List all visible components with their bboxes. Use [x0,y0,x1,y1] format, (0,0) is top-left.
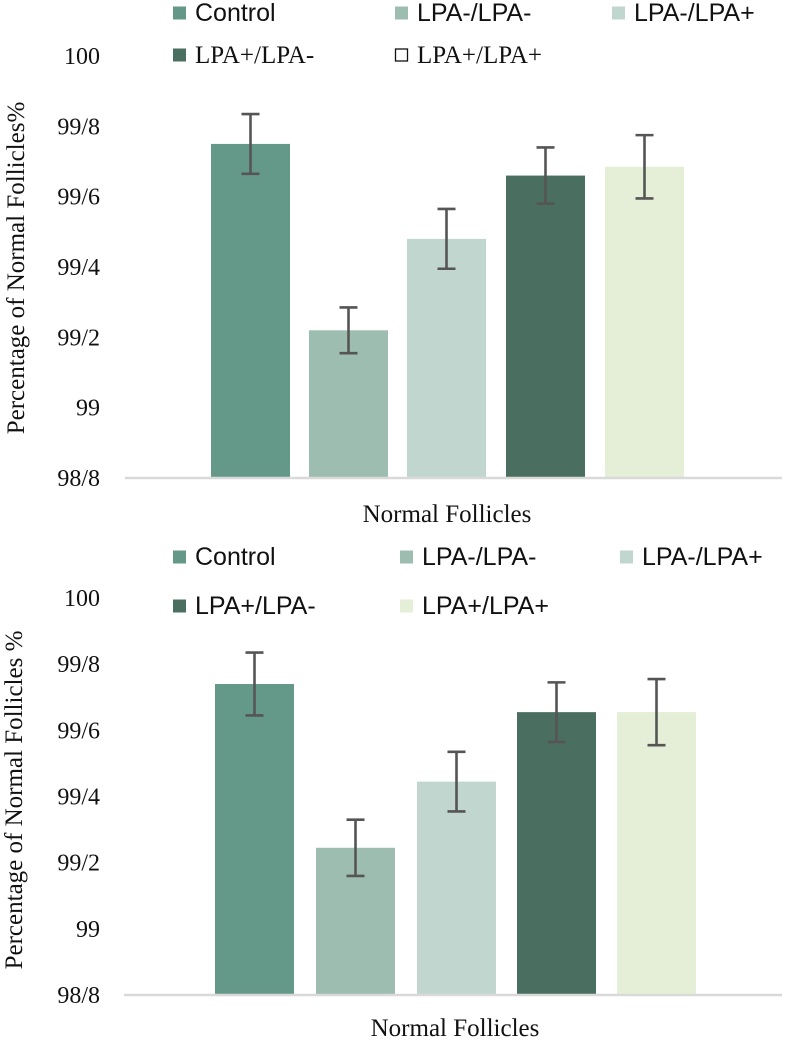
bar [309,330,388,478]
error-bar [346,818,365,878]
legend-label: LPA-/LPA- [417,0,531,27]
error-bar [647,677,666,747]
x-axis-title: Normal Follicles [363,501,532,528]
bar [215,684,294,995]
y-tick-label: 99/2 [57,325,100,351]
legend-swatch [173,48,186,62]
y-axis-title: Percentage of Normal Follicles % [1,631,28,970]
y-tick-label: 99/2 [57,851,100,877]
y-tick-label: 99 [76,917,100,943]
y-tick-label: 98/8 [57,466,100,492]
y-tick-label: 99/6 [57,185,100,211]
chart-bottom: Control LPA-/LPA- LPA-/LPA+ LPA+/LPA- LPA+/L… [1,543,782,1040]
legend-label: LPA-/LPA+ [642,543,763,571]
y-tick-label: 99/4 [57,785,100,811]
legend-label: Control [195,543,276,571]
error-bar [635,133,654,200]
chart-top: Control LPA-/LPA- LPA-/LPA+ LPA+/LPA- LPA+/L… [3,0,782,528]
legend-swatch [173,550,186,564]
legend-swatch [395,6,408,20]
bar [211,143,290,478]
bar [605,166,684,478]
legend-label: LPA+/LPA+ [417,42,542,69]
legend-label: LPA+/LPA- [195,592,316,620]
y-tick-label: 99/8 [57,114,100,140]
legend-swatch [400,550,413,564]
error-bar [339,306,358,355]
y-tick-label: 98/8 [57,983,100,1009]
error-bar [536,146,555,205]
y-tick-label: 99 [76,396,100,422]
error-bar [245,651,264,717]
error-bar [447,750,466,813]
legend-label: LPA+/LPA+ [422,592,549,620]
legend-swatch [620,550,633,564]
y-tick-label: 99/8 [57,652,100,678]
y-tick-label: 100 [64,586,100,612]
bar [407,238,486,478]
error-bar [241,112,260,176]
y-tick-label: 100 [64,44,100,70]
y-tick-label: 99/6 [57,718,100,744]
legend-swatch [394,48,409,62]
bar [417,781,496,995]
error-bar [547,681,566,744]
legend-swatch [400,599,413,613]
bar [517,712,596,995]
legend-swatch [612,6,625,20]
legend-label: Control [195,0,276,27]
legend-label: LPA+/LPA- [195,42,314,69]
y-tick-label: 99/4 [57,255,100,281]
legend-label: LPA-/LPA+ [634,0,755,27]
legend-swatch [173,6,186,20]
error-bar [437,207,456,271]
bar [617,712,696,995]
x-axis-title: Normal Follicles [371,1015,540,1040]
y-axis-title: Percentage of Normal Follicles% [3,102,30,435]
legend-label: LPA-/LPA- [422,543,536,571]
bar [506,175,585,479]
legend-swatch [173,599,186,613]
